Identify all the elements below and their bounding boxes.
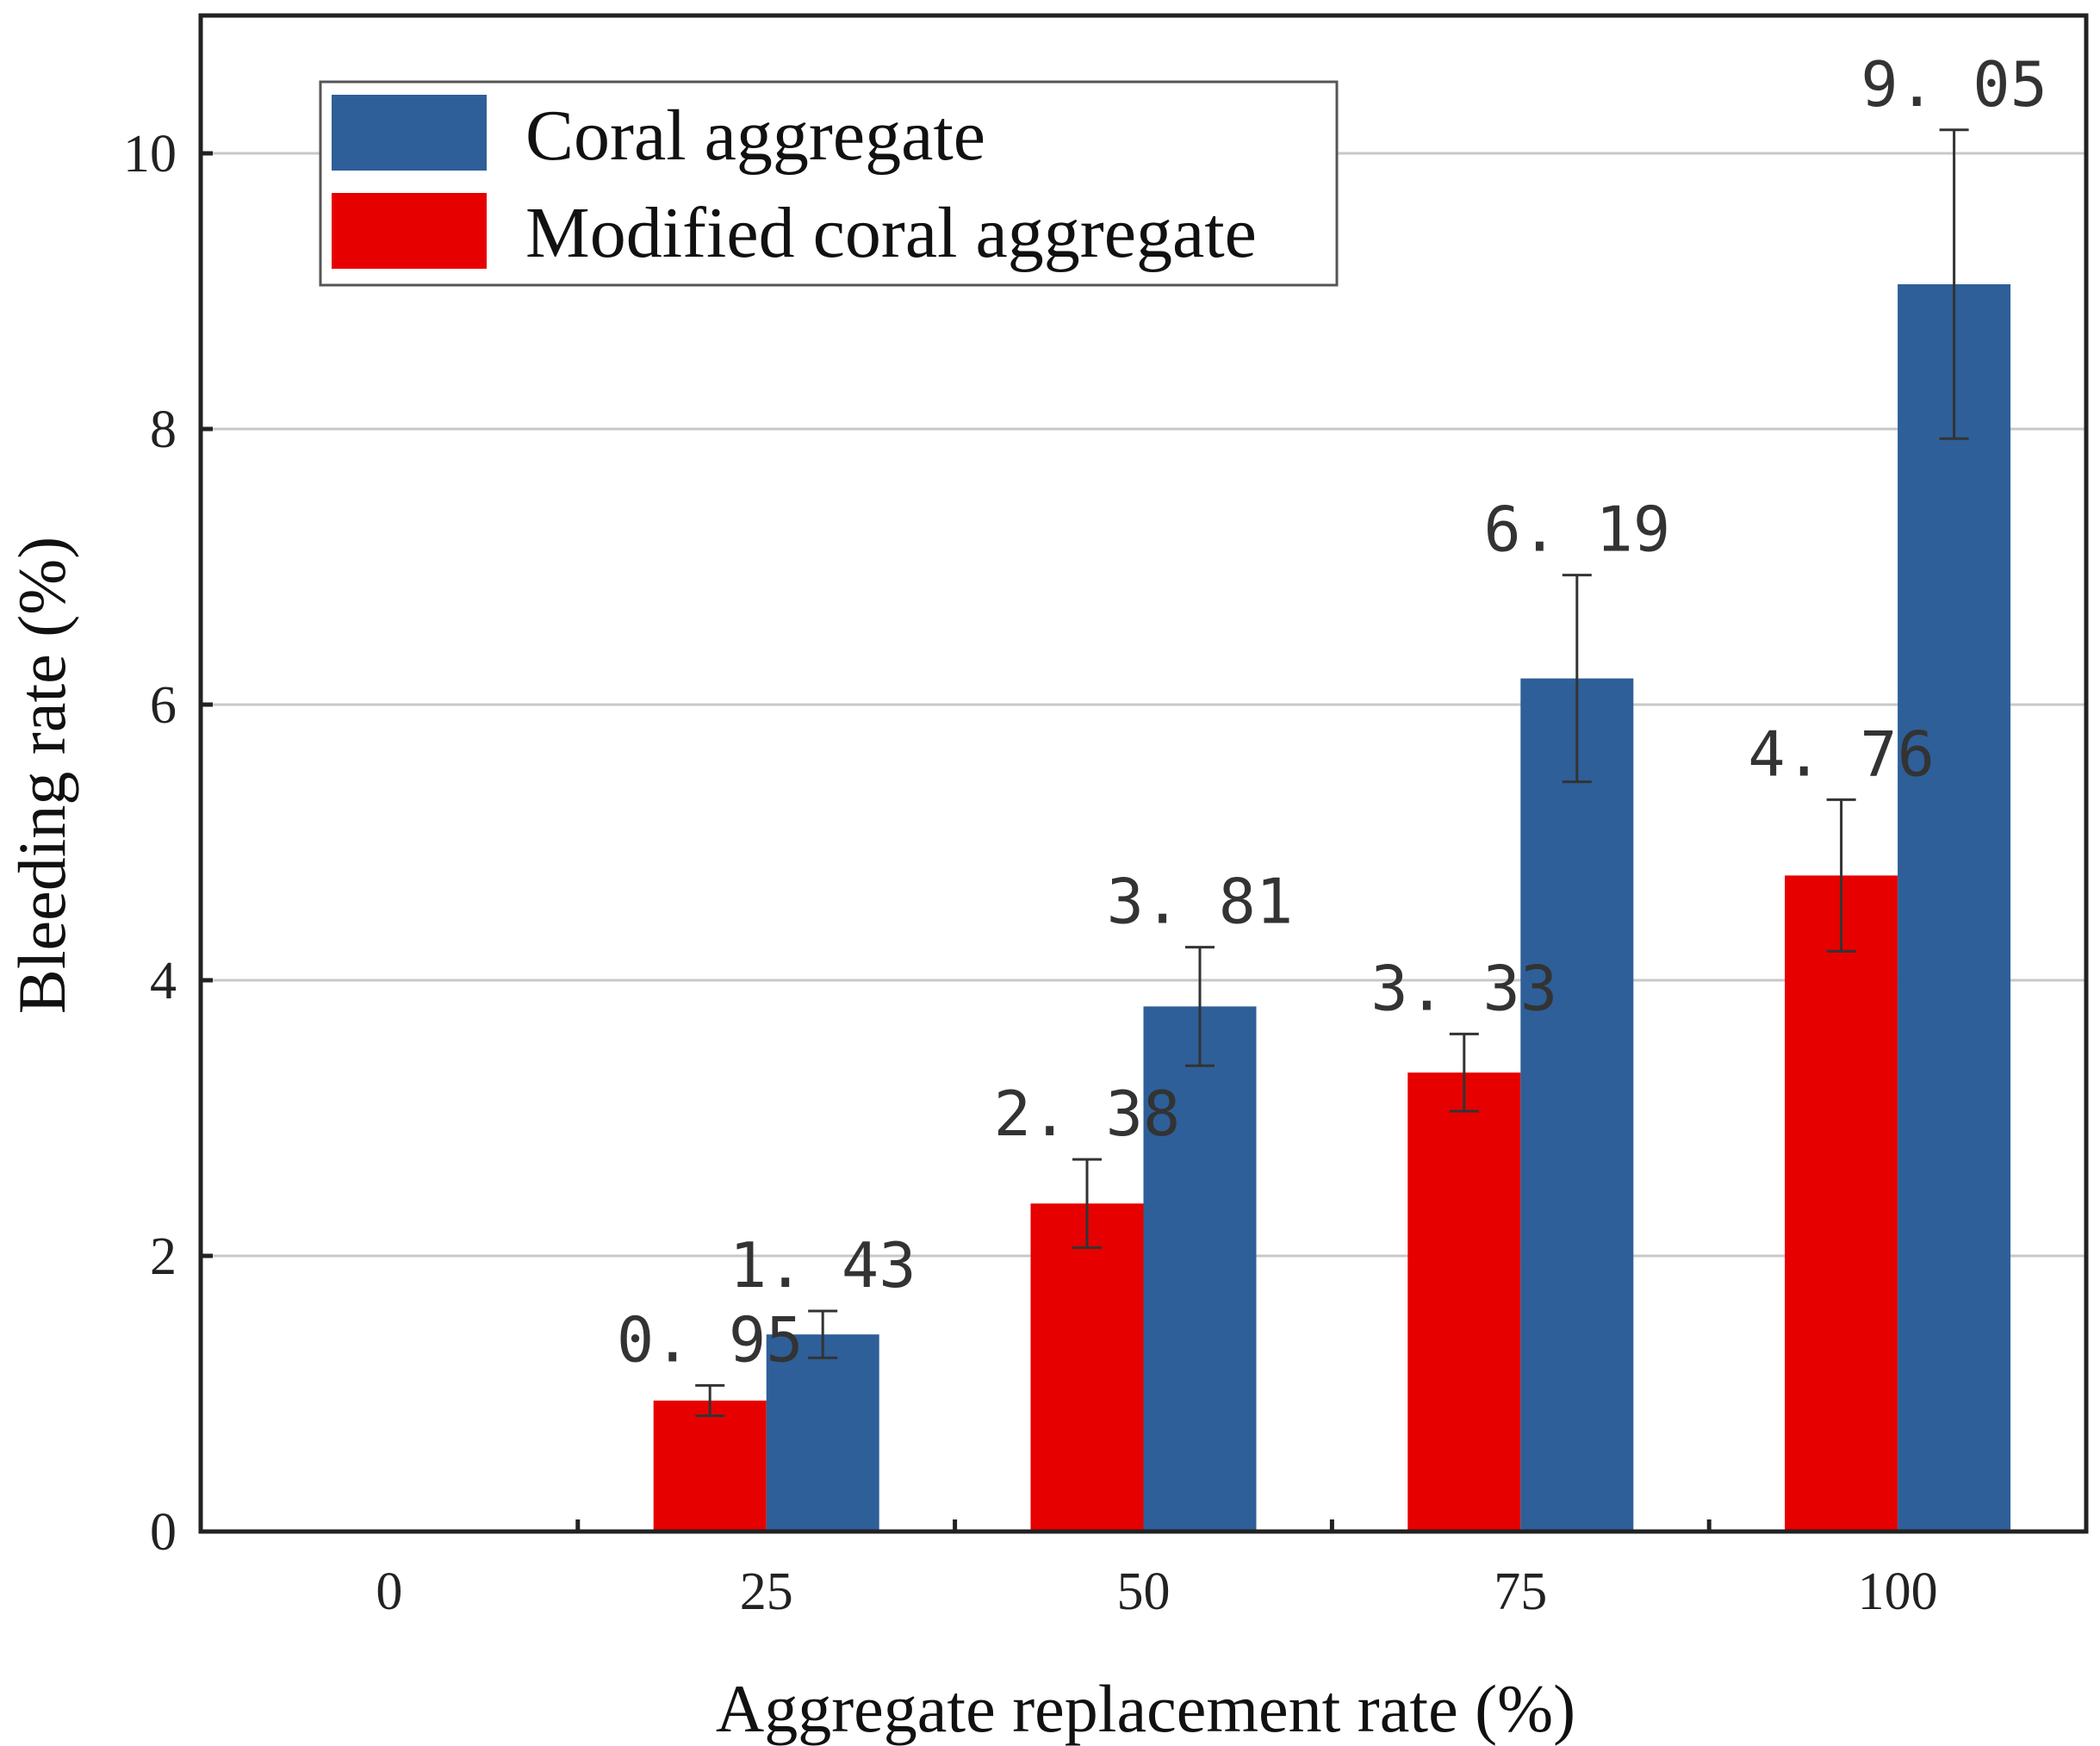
data-label: 2. 38 <box>994 1078 1181 1150</box>
y-tick-label: 2 <box>150 1227 177 1286</box>
x-tick-label: 25 <box>740 1563 793 1621</box>
bar-modified-25 <box>653 1401 767 1532</box>
y-tick-label: 10 <box>123 125 177 183</box>
y-axis-title: Bleeding rate (%) <box>4 537 79 1014</box>
data-labels: 0. 95 2. 38 3. 33 4. 76 1. 43 3. 81 6. 19 9. 05 <box>617 48 2047 1376</box>
bars <box>653 284 2011 1532</box>
data-label: 0. 95 <box>617 1303 804 1376</box>
bar-coral-75 <box>1520 678 1634 1532</box>
y-tick-label: 6 <box>150 676 177 735</box>
bar-coral-50 <box>1143 1006 1257 1532</box>
y-tick-label: 0 <box>150 1503 177 1562</box>
bar-modified-75 <box>1407 1072 1521 1532</box>
legend-box <box>319 80 1339 287</box>
legend-label-modified: Modified coral aggregate <box>525 193 1257 273</box>
legend-swatch-modified <box>332 193 487 269</box>
x-tick-label: 100 <box>1858 1563 1938 1621</box>
y-tick-label: 4 <box>150 952 177 1010</box>
bar-modified-50 <box>1030 1203 1144 1532</box>
bar-modified-100 <box>1785 875 1898 1532</box>
legend-label-coral: Coral aggregate <box>525 96 985 176</box>
gridlines <box>201 152 2086 1258</box>
data-label: 1. 43 <box>730 1229 916 1302</box>
x-tick-label: 75 <box>1494 1563 1547 1621</box>
data-label: 3. 81 <box>1107 866 1294 938</box>
data-label: 6. 19 <box>1483 494 1670 566</box>
legend-swatch-coral <box>332 95 487 171</box>
y-tick-label: 8 <box>150 401 177 459</box>
data-label: 3. 33 <box>1370 952 1557 1024</box>
x-tick-label: 0 <box>376 1563 402 1621</box>
data-label: 4. 76 <box>1748 718 1935 790</box>
bar-coral-100 <box>1898 284 2011 1532</box>
error-bars <box>695 128 1969 1418</box>
x-axis-title: Aggregate replacement rate (%) <box>716 1671 1575 1746</box>
plot-frame <box>198 13 2089 1534</box>
x-tick-label: 50 <box>1117 1563 1171 1621</box>
legend: Coral aggregate Modified coral aggregate <box>319 80 1339 287</box>
bar-coral-25 <box>766 1334 879 1532</box>
data-label: 9. 05 <box>1861 48 2047 121</box>
